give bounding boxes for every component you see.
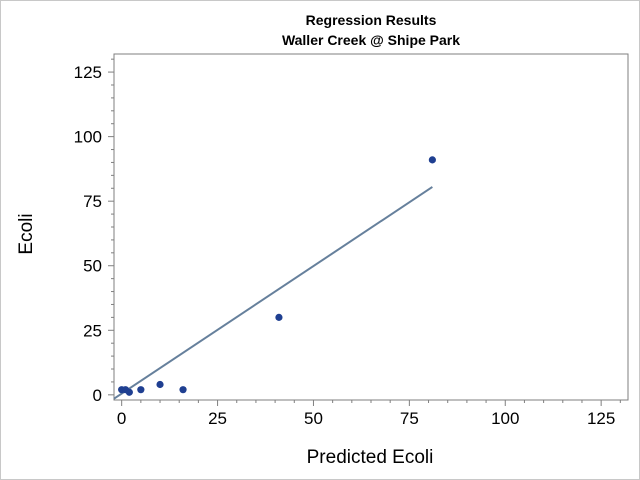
y-axis-ticks: 0 25 50 75 100 125: [74, 58, 114, 405]
y-tick-label: 50: [83, 257, 102, 276]
regression-line-group: [113, 186, 433, 400]
x-tick-label: 50: [304, 409, 323, 428]
chart-subtitle: Waller Creek @ Shipe Park: [282, 32, 460, 48]
y-tick-label: 25: [83, 321, 102, 340]
regression-line: [113, 186, 433, 400]
y-axis-label: Ecoli: [16, 213, 37, 254]
data-point: [275, 313, 283, 321]
x-tick-label: 100: [491, 409, 519, 428]
x-axis-ticks: 0 25 50 75 100 125: [117, 400, 621, 428]
data-point: [156, 380, 164, 389]
y-tick-label: 100: [74, 128, 102, 147]
data-point: [179, 386, 187, 394]
x-axis-label: Predicted Ecoli: [307, 447, 434, 468]
x-tick-label: 25: [208, 409, 227, 428]
y-tick-label: 0: [93, 386, 102, 405]
y-tick-label: 125: [74, 63, 102, 82]
x-tick-label: 125: [587, 409, 615, 428]
data-point: [137, 386, 145, 394]
y-tick-label: 75: [83, 192, 102, 211]
data-point: [125, 388, 133, 396]
data-point: [428, 156, 436, 164]
x-tick-label: 0: [117, 409, 126, 428]
chart-title: Regression Results: [306, 12, 437, 28]
data-points: [118, 156, 436, 396]
x-tick-label: 75: [400, 409, 419, 428]
